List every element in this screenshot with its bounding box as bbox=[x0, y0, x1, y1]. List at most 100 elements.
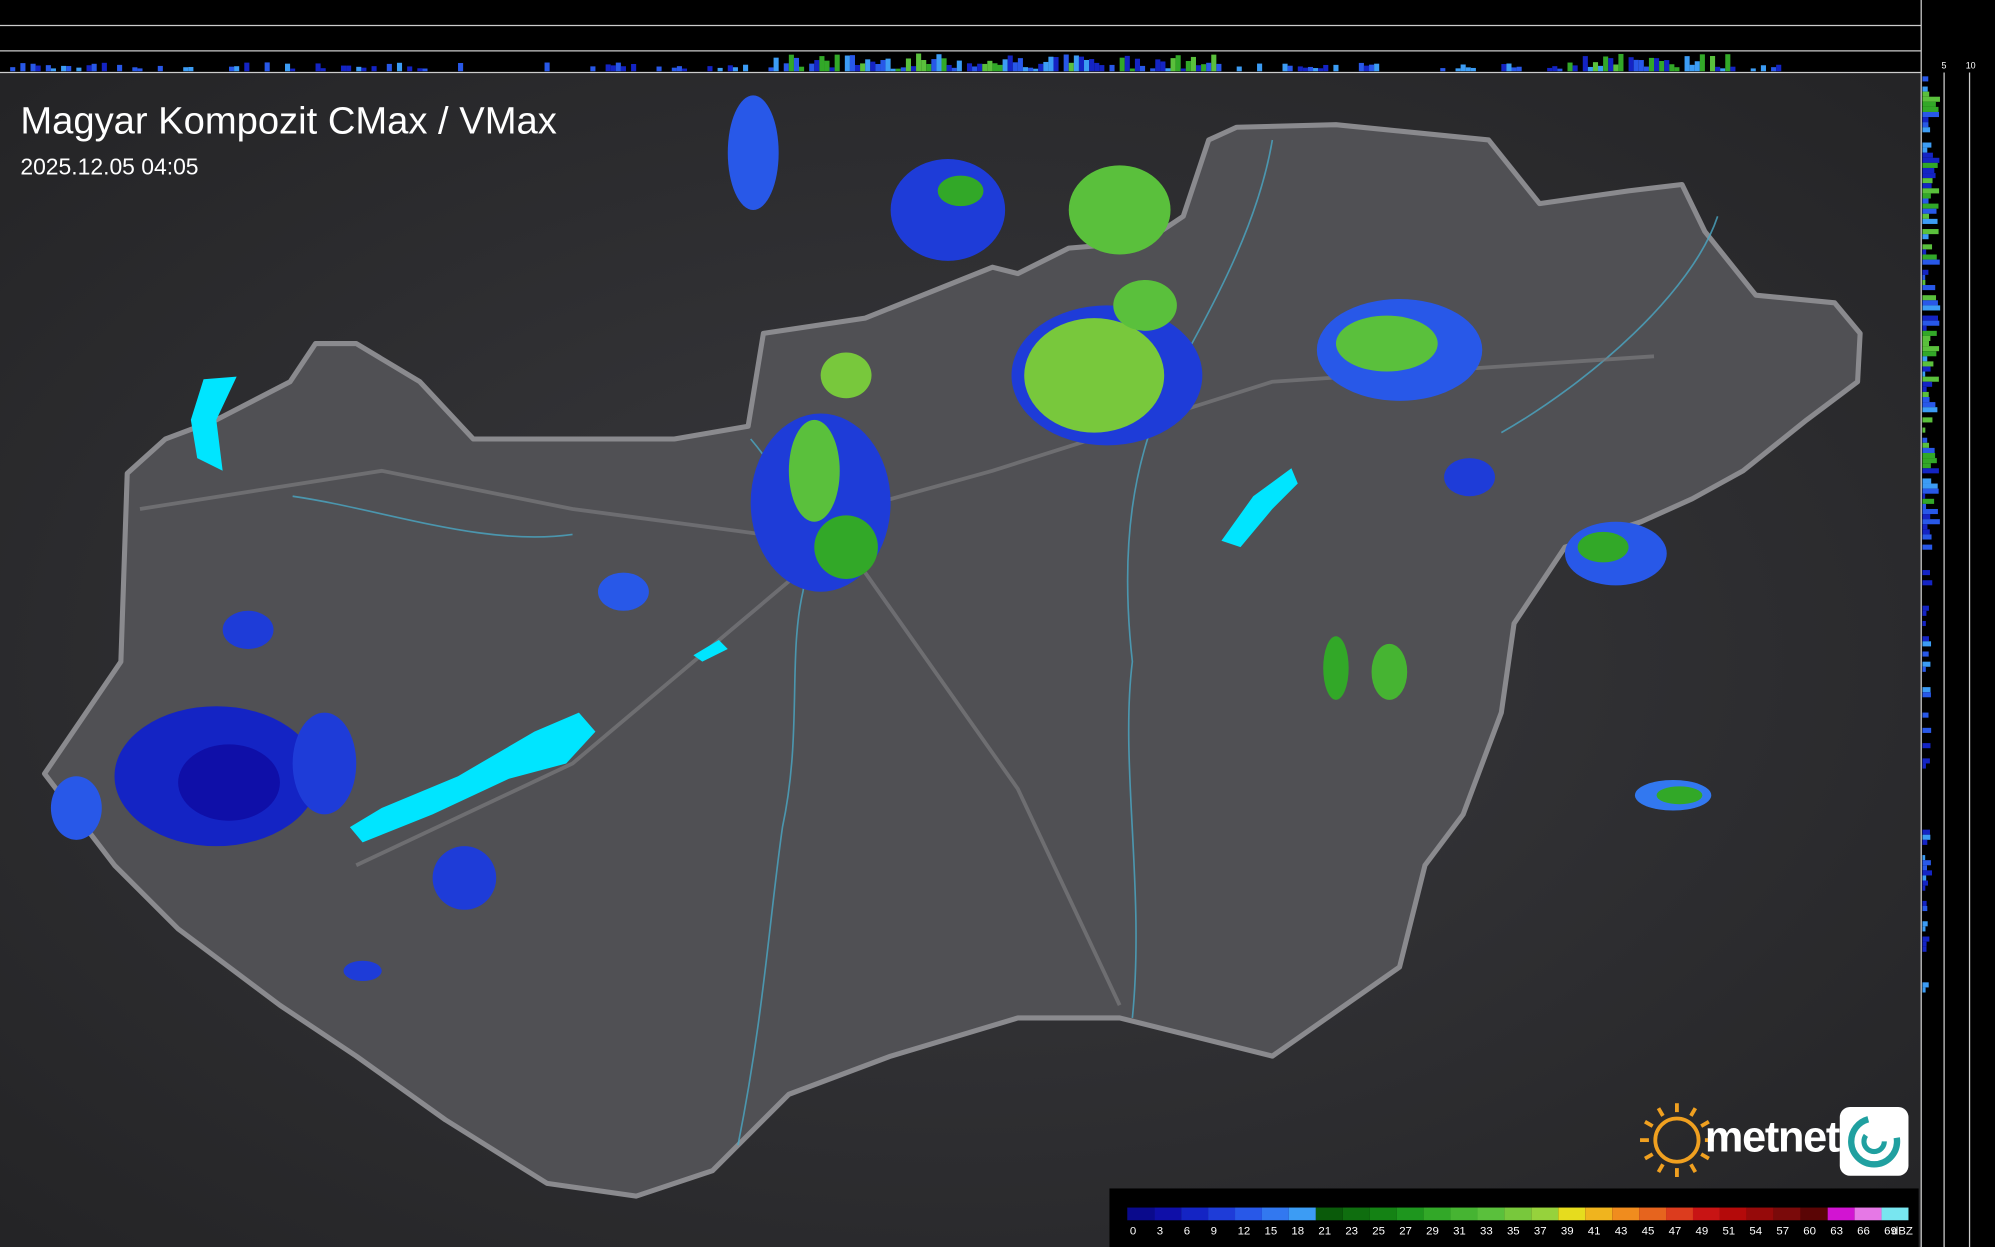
profile-echo bbox=[1185, 61, 1191, 72]
profile-echo bbox=[244, 62, 250, 72]
profile-echo bbox=[865, 59, 871, 72]
profile-echo bbox=[1628, 57, 1634, 72]
profile-echo bbox=[732, 67, 738, 72]
profile-echo bbox=[707, 66, 713, 72]
profile-echo bbox=[1922, 213, 1929, 219]
profile-echo bbox=[1180, 68, 1186, 72]
legend-swatch bbox=[1800, 1207, 1828, 1221]
profile-echo bbox=[1922, 875, 1927, 881]
profile-echo bbox=[1922, 666, 1926, 672]
profile-echo bbox=[1089, 59, 1095, 72]
profile-echo bbox=[356, 66, 362, 72]
profile-echo bbox=[76, 67, 82, 72]
legend-swatch bbox=[1235, 1207, 1262, 1221]
legend-label: 57 bbox=[1776, 1225, 1789, 1237]
profile-echo bbox=[1922, 478, 1932, 484]
profile-echo bbox=[1160, 61, 1166, 72]
profile-echo bbox=[1608, 58, 1614, 72]
profile-echo bbox=[1150, 68, 1156, 72]
profile-echo bbox=[936, 54, 942, 72]
profile-echo bbox=[834, 54, 840, 72]
profile-echo bbox=[1043, 61, 1049, 72]
profile-echo bbox=[1922, 381, 1933, 387]
profile-echo bbox=[1922, 417, 1933, 423]
legend-label: 60 bbox=[1803, 1225, 1816, 1237]
profile-echo bbox=[1922, 162, 1938, 168]
legend-swatch bbox=[1127, 1207, 1155, 1221]
profile-echo bbox=[1760, 65, 1766, 72]
legend-label: 41 bbox=[1588, 1225, 1601, 1237]
logo-ray bbox=[1656, 1107, 1665, 1117]
profile-echo bbox=[1643, 66, 1649, 72]
profile-echo bbox=[371, 66, 377, 72]
legend-label: 37 bbox=[1534, 1225, 1547, 1237]
legend-swatch bbox=[1639, 1207, 1667, 1221]
profile-echo bbox=[1598, 65, 1604, 72]
profile-echo bbox=[346, 65, 352, 72]
profile-echo bbox=[1922, 437, 1928, 443]
legend-swatch bbox=[1181, 1207, 1209, 1221]
profile-echo bbox=[1313, 68, 1319, 72]
profile-echo bbox=[921, 60, 927, 72]
legend-swatch bbox=[1719, 1207, 1747, 1221]
legend-label: 49 bbox=[1696, 1225, 1709, 1237]
profile-echo bbox=[61, 65, 67, 72]
profile-echo bbox=[1922, 865, 1928, 871]
profile-echo bbox=[1922, 727, 1932, 733]
profile-echo bbox=[91, 63, 97, 72]
profile-echo bbox=[1922, 295, 1937, 301]
profile-label: 5 bbox=[1942, 61, 1947, 71]
profile-echo bbox=[1119, 57, 1125, 72]
legend-swatch bbox=[1773, 1207, 1801, 1221]
profile-echo bbox=[1922, 610, 1927, 616]
profile-echo bbox=[1922, 152, 1933, 158]
profile-echo bbox=[1922, 391, 1929, 398]
profile-echo bbox=[1922, 193, 1931, 199]
profile-echo bbox=[86, 65, 92, 72]
profile-echo bbox=[824, 60, 830, 72]
profile-echo bbox=[1922, 620, 1926, 627]
profile-echo bbox=[855, 64, 861, 72]
profile-echo bbox=[1922, 855, 1926, 861]
legend-swatch bbox=[1881, 1207, 1909, 1221]
profile-echo bbox=[1099, 65, 1105, 72]
profile-echo bbox=[717, 67, 723, 72]
profile-echo bbox=[1922, 442, 1930, 448]
profile-echo bbox=[1022, 67, 1029, 72]
profile-echo bbox=[30, 63, 36, 72]
legend-swatch bbox=[1477, 1207, 1505, 1221]
profile-echo bbox=[966, 63, 973, 72]
profile-echo bbox=[1922, 341, 1930, 347]
profile-echo bbox=[101, 62, 107, 72]
profile-echo bbox=[1922, 402, 1936, 408]
profile-echo bbox=[1922, 885, 1926, 891]
profile-echo bbox=[1603, 56, 1609, 72]
legend-label: 29 bbox=[1426, 1225, 1439, 1237]
profile-echo bbox=[1922, 173, 1936, 179]
profile-echo bbox=[1654, 58, 1660, 72]
profile-echo bbox=[681, 68, 688, 72]
profile-echo bbox=[407, 66, 413, 72]
profile-echo bbox=[1048, 56, 1054, 72]
legend-swatch bbox=[1692, 1207, 1720, 1221]
profile-echo bbox=[916, 53, 922, 72]
profile-echo bbox=[1109, 64, 1115, 72]
profile-echo bbox=[900, 67, 906, 72]
profile-echo bbox=[1455, 68, 1461, 72]
profile-echo bbox=[783, 63, 789, 72]
profile-echo bbox=[1922, 763, 1926, 769]
profile-echo bbox=[1922, 315, 1938, 321]
profile-echo bbox=[320, 68, 326, 72]
profile-echo bbox=[1216, 63, 1222, 72]
profile-echo bbox=[1922, 834, 1931, 840]
profile-echo bbox=[1922, 829, 1930, 835]
profile-echo bbox=[860, 63, 866, 72]
profile-echo bbox=[1170, 58, 1176, 72]
legend-swatch bbox=[1342, 1207, 1370, 1221]
profile-echo bbox=[1922, 483, 1938, 489]
profile-echo bbox=[972, 66, 978, 72]
profile-echo bbox=[926, 63, 932, 72]
profile-echo bbox=[1465, 67, 1471, 72]
profile-echo bbox=[1922, 305, 1941, 311]
